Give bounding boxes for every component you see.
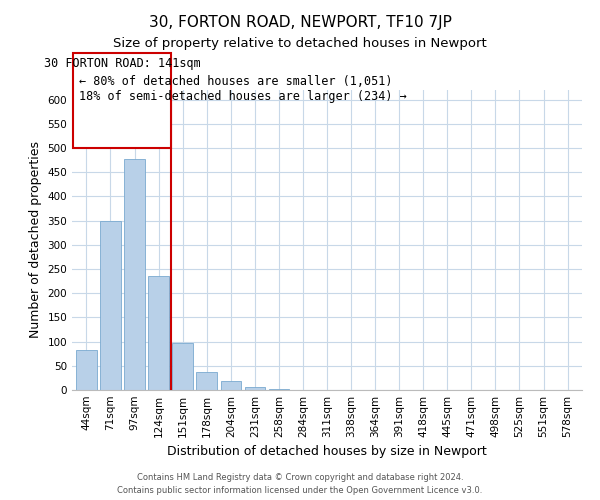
X-axis label: Distribution of detached houses by size in Newport: Distribution of detached houses by size … (167, 446, 487, 458)
Text: 18% of semi-detached houses are larger (234) →: 18% of semi-detached houses are larger (… (79, 90, 407, 103)
Bar (124, 158, 145, 390)
Text: 30, FORTON ROAD, NEWPORT, TF10 7JP: 30, FORTON ROAD, NEWPORT, TF10 7JP (149, 15, 451, 30)
Bar (269, 388, 289, 390)
Bar (148, 276, 169, 390)
Text: Contains public sector information licensed under the Open Government Licence v3: Contains public sector information licen… (118, 486, 482, 495)
Text: Contains HM Land Registry data © Crown copyright and database right 2024.: Contains HM Land Registry data © Crown c… (137, 474, 463, 482)
Text: ← 80% of detached houses are smaller (1,051): ← 80% of detached houses are smaller (1,… (79, 75, 393, 88)
Bar (245, 386, 265, 390)
Bar (196, 372, 217, 390)
Y-axis label: Number of detached properties: Number of detached properties (29, 142, 42, 338)
Bar (76, 350, 97, 390)
Text: 30 FORTON ROAD: 141sqm: 30 FORTON ROAD: 141sqm (44, 58, 200, 70)
Bar (100, 220, 121, 390)
Bar (172, 343, 193, 390)
Text: Size of property relative to detached houses in Newport: Size of property relative to detached ho… (113, 38, 487, 51)
Bar (221, 381, 241, 390)
